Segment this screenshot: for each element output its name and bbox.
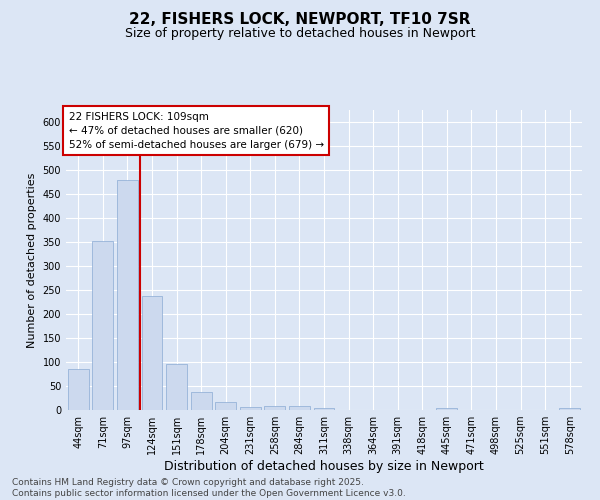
Bar [314,408,334,410]
Bar [142,296,163,410]
Bar [92,241,113,410]
Text: 22 FISHERS LOCK: 109sqm
← 47% of detached houses are smaller (620)
52% of semi-d: 22 FISHERS LOCK: 109sqm ← 47% of detache… [68,112,324,150]
Text: 22, FISHERS LOCK, NEWPORT, TF10 7SR: 22, FISHERS LOCK, NEWPORT, TF10 7SR [129,12,471,28]
Bar [68,369,89,410]
Bar [166,364,187,410]
Bar [289,406,310,410]
Text: Contains HM Land Registry data © Crown copyright and database right 2025.
Contai: Contains HM Land Registry data © Crown c… [12,478,406,498]
X-axis label: Distribution of detached houses by size in Newport: Distribution of detached houses by size … [164,460,484,473]
Y-axis label: Number of detached properties: Number of detached properties [27,172,37,348]
Bar [240,406,261,410]
Bar [436,408,457,410]
Bar [215,402,236,410]
Bar [265,406,286,410]
Bar [117,180,138,410]
Bar [191,392,212,410]
Text: Size of property relative to detached houses in Newport: Size of property relative to detached ho… [125,28,475,40]
Bar [559,408,580,410]
